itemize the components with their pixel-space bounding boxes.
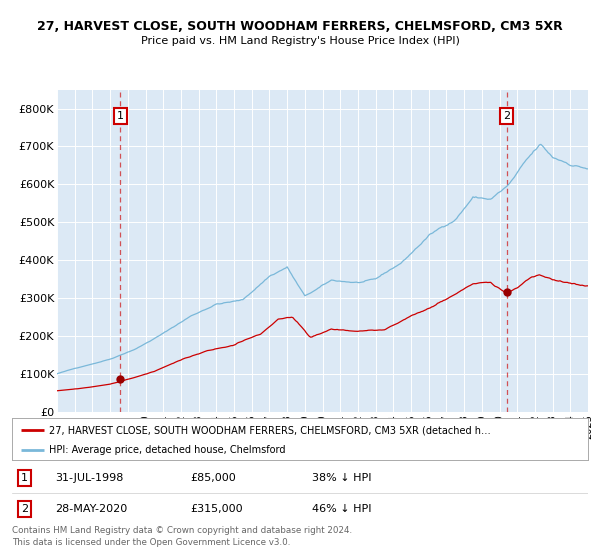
Text: 1: 1: [21, 473, 28, 483]
Text: 46% ↓ HPI: 46% ↓ HPI: [311, 504, 371, 514]
Text: 38% ↓ HPI: 38% ↓ HPI: [311, 473, 371, 483]
Text: 28-MAY-2020: 28-MAY-2020: [55, 504, 127, 514]
Text: Price paid vs. HM Land Registry's House Price Index (HPI): Price paid vs. HM Land Registry's House …: [140, 36, 460, 46]
Text: 2: 2: [21, 504, 28, 514]
Text: 2: 2: [503, 111, 511, 121]
Text: HPI: Average price, detached house, Chelmsford: HPI: Average price, detached house, Chel…: [49, 445, 286, 455]
Text: 27, HARVEST CLOSE, SOUTH WOODHAM FERRERS, CHELMSFORD, CM3 5XR (detached h…: 27, HARVEST CLOSE, SOUTH WOODHAM FERRERS…: [49, 425, 491, 435]
Text: £315,000: £315,000: [191, 504, 243, 514]
Text: Contains HM Land Registry data © Crown copyright and database right 2024.
This d: Contains HM Land Registry data © Crown c…: [12, 526, 352, 547]
Text: 27, HARVEST CLOSE, SOUTH WOODHAM FERRERS, CHELMSFORD, CM3 5XR: 27, HARVEST CLOSE, SOUTH WOODHAM FERRERS…: [37, 20, 563, 32]
Text: 31-JUL-1998: 31-JUL-1998: [55, 473, 124, 483]
Text: £85,000: £85,000: [191, 473, 236, 483]
Text: 1: 1: [117, 111, 124, 121]
